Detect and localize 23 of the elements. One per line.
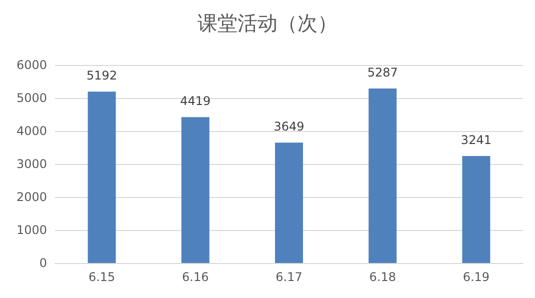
data-label: 3649 <box>274 120 304 134</box>
x-tick-label: 6.15 <box>88 270 116 284</box>
data-label: 5192 <box>86 68 118 83</box>
x-tick-label: 6.18 <box>369 270 396 284</box>
y-tick-label: 2000 <box>16 190 47 204</box>
x-tick-label: 6.17 <box>276 270 302 284</box>
y-tick-label: 1000 <box>16 223 47 237</box>
data-label: 4419 <box>180 94 211 108</box>
y-tick-label: 6000 <box>16 58 47 72</box>
chart-title: 课堂活动（次） <box>198 11 338 35</box>
data-label: 3241 <box>460 133 492 148</box>
data-label: 5287 <box>367 66 398 80</box>
bar <box>368 88 397 263</box>
bar <box>275 142 303 263</box>
bar <box>181 117 210 263</box>
y-tick-label: 3000 <box>16 157 47 171</box>
y-tick-label: 4000 <box>16 124 47 138</box>
x-tick-label: 6.19 <box>462 270 490 284</box>
y-tick-label: 0 <box>39 256 47 270</box>
bar <box>462 156 490 263</box>
bar <box>88 92 116 263</box>
x-tick-label: 6.16 <box>182 270 209 284</box>
y-tick-label: 5000 <box>16 91 47 105</box>
